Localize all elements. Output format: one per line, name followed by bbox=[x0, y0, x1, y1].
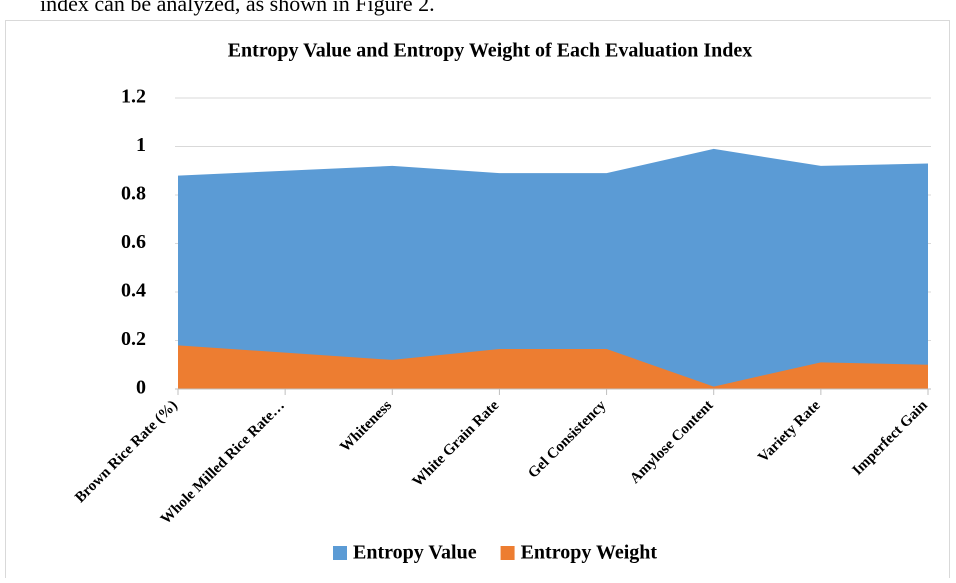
area bbox=[178, 345, 928, 389]
y-tick-label: 0.2 bbox=[121, 328, 146, 350]
y-tick-label: 0.8 bbox=[121, 183, 146, 205]
legend-label: Entropy Weight bbox=[521, 542, 658, 564]
legend-label: Entropy Value bbox=[353, 542, 477, 564]
y-tick-label: 1 bbox=[136, 134, 146, 156]
legend-swatch bbox=[500, 546, 515, 560]
chart-title: Entropy Value and Entropy Weight of Each… bbox=[228, 40, 753, 62]
y-tick-label: 0.4 bbox=[121, 280, 146, 302]
header-text: index can be analyzed, as shown in Figur… bbox=[40, 0, 435, 16]
area bbox=[178, 148, 928, 389]
legend-swatch bbox=[333, 546, 347, 560]
y-tick-label: 0.6 bbox=[121, 231, 146, 253]
y-tick-label: 1.2 bbox=[121, 86, 146, 108]
y-tick-label: 0 bbox=[136, 377, 146, 399]
